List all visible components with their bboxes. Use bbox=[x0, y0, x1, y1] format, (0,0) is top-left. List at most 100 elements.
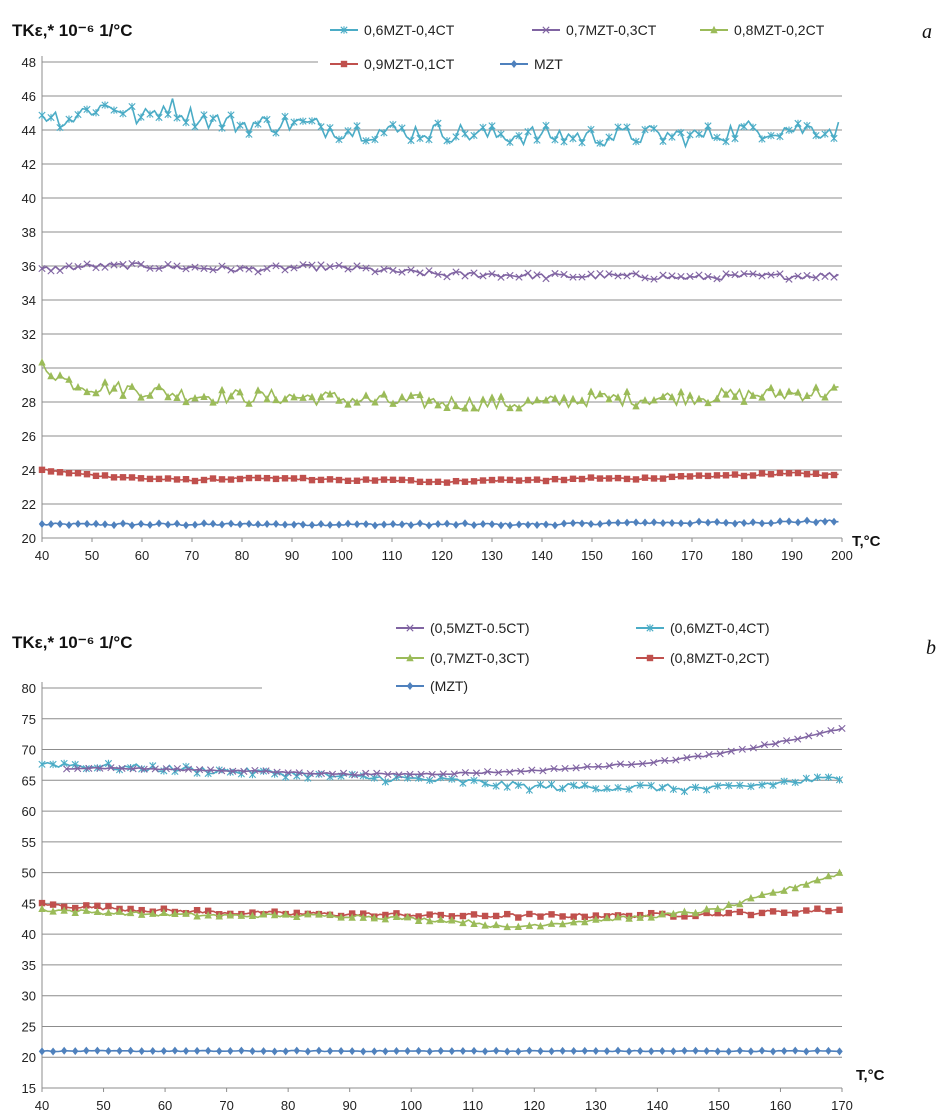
data-point bbox=[282, 1047, 289, 1056]
data-point bbox=[398, 392, 406, 401]
data-point bbox=[686, 519, 694, 528]
data-point bbox=[425, 135, 433, 144]
data-point bbox=[497, 130, 505, 138]
data-point bbox=[515, 132, 523, 140]
data-point bbox=[326, 390, 334, 398]
data-point bbox=[362, 476, 370, 483]
x-tick-label: 130 bbox=[585, 1098, 607, 1113]
x-tick-label: 100 bbox=[331, 548, 353, 560]
x-tick-label: 130 bbox=[481, 548, 503, 560]
data-point bbox=[816, 729, 824, 738]
data-point bbox=[115, 907, 124, 915]
legend-entry: 0,8MZT-0,2CT bbox=[700, 22, 825, 38]
data-point bbox=[380, 476, 388, 483]
legend-entry: (0,8MZT-0,2CT) bbox=[636, 650, 770, 666]
data-point bbox=[677, 387, 685, 396]
data-point bbox=[389, 520, 397, 529]
data-point bbox=[714, 1047, 721, 1056]
data-point bbox=[56, 371, 64, 379]
y-tick-label: 48 bbox=[22, 55, 36, 70]
data-point bbox=[650, 475, 658, 482]
data-point bbox=[155, 475, 163, 483]
data-point bbox=[110, 521, 118, 530]
data-point bbox=[304, 909, 312, 918]
data-point bbox=[118, 764, 126, 773]
data-point bbox=[569, 273, 577, 281]
data-point bbox=[506, 476, 514, 484]
data-point bbox=[461, 404, 469, 412]
data-point bbox=[838, 724, 846, 733]
data-point bbox=[389, 476, 397, 484]
data-point bbox=[173, 764, 181, 773]
data-point bbox=[448, 916, 456, 924]
data-point bbox=[481, 912, 489, 920]
data-point bbox=[776, 517, 784, 526]
data-point bbox=[65, 521, 73, 530]
data-point bbox=[94, 902, 101, 910]
data-point bbox=[785, 387, 793, 395]
x-tick-label: 150 bbox=[708, 1098, 730, 1113]
data-point bbox=[677, 473, 685, 480]
series-2 bbox=[38, 759, 844, 796]
data-point bbox=[641, 518, 649, 527]
y-tick-label: 40 bbox=[22, 927, 36, 942]
data-point bbox=[776, 270, 784, 278]
data-point bbox=[155, 113, 163, 122]
data-point bbox=[558, 919, 567, 928]
data-point bbox=[827, 726, 835, 735]
data-point bbox=[587, 520, 595, 529]
data-point bbox=[525, 921, 534, 929]
data-point bbox=[648, 909, 655, 917]
data-point bbox=[713, 517, 721, 526]
data-point bbox=[353, 398, 361, 406]
data-point bbox=[578, 519, 586, 528]
data-point bbox=[164, 475, 172, 482]
data-point bbox=[248, 911, 257, 920]
data-point bbox=[583, 762, 591, 771]
y-tick-label: 30 bbox=[22, 989, 36, 1004]
y-tick-label: 38 bbox=[22, 225, 36, 240]
data-point bbox=[38, 466, 46, 474]
series-2 bbox=[38, 260, 839, 283]
data-point bbox=[344, 265, 352, 273]
data-point bbox=[648, 1047, 655, 1056]
data-point bbox=[769, 888, 777, 896]
data-point bbox=[740, 122, 748, 131]
x-tick-label: 50 bbox=[85, 548, 99, 560]
data-point bbox=[470, 919, 478, 928]
data-point bbox=[614, 1046, 622, 1055]
y-tick-label: 42 bbox=[22, 157, 36, 172]
data-point bbox=[182, 118, 190, 127]
data-point bbox=[182, 397, 190, 406]
data-point bbox=[407, 521, 415, 530]
data-point bbox=[802, 880, 811, 888]
data-point bbox=[524, 269, 532, 277]
data-point bbox=[559, 784, 567, 793]
data-point bbox=[731, 271, 739, 279]
series-3 bbox=[38, 868, 844, 931]
data-point bbox=[271, 1047, 278, 1056]
data-point bbox=[93, 907, 102, 916]
data-point bbox=[559, 913, 566, 920]
legend-entry: (0,6MZT-0,4CT) bbox=[636, 620, 770, 636]
data-point bbox=[403, 774, 412, 782]
data-point bbox=[769, 1047, 777, 1056]
series-4 bbox=[38, 466, 839, 486]
data-point bbox=[821, 517, 829, 526]
y-tick-label: 22 bbox=[22, 497, 36, 512]
data-point bbox=[603, 1047, 611, 1056]
data-point bbox=[528, 766, 536, 774]
data-point bbox=[659, 475, 667, 482]
data-point bbox=[344, 400, 352, 408]
legend-marker bbox=[406, 624, 414, 632]
data-point bbox=[570, 1047, 577, 1056]
data-point bbox=[171, 1046, 179, 1055]
data-point bbox=[560, 519, 568, 528]
data-point bbox=[623, 272, 631, 280]
data-point bbox=[272, 519, 280, 528]
data-point bbox=[272, 129, 280, 137]
data-point bbox=[581, 917, 589, 926]
data-point bbox=[434, 478, 442, 486]
data-point bbox=[749, 391, 757, 399]
data-point bbox=[398, 124, 406, 132]
